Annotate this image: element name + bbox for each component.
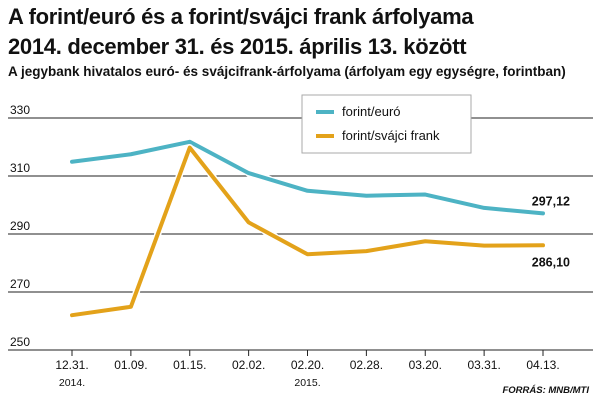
y-tick-label: 270: [10, 277, 30, 291]
data-point: [364, 249, 368, 253]
data-point: [423, 193, 427, 197]
chart-subtitle: A jegybank hivatalos euró- és svájcifran…: [8, 64, 566, 79]
grid-lines: [8, 117, 593, 351]
x-tick-label: 02.02.: [232, 358, 265, 372]
data-point: [247, 171, 251, 175]
data-point: [129, 305, 133, 309]
x-tick-label: 01.09.: [114, 358, 147, 372]
x-tick-label: 02.28.: [350, 358, 383, 372]
x-tick-label: 03.31.: [467, 358, 500, 372]
y-axis-ticks: 250 270 290 310 330: [10, 103, 30, 349]
x-tick-label: 02.20.: [291, 358, 324, 372]
y-tick-label: 290: [10, 219, 30, 233]
data-point: [541, 211, 545, 215]
data-labels: 297,12 286,10: [532, 194, 570, 269]
x-tick-label: 12.31.: [55, 358, 88, 372]
x-tick-label: 03.20.: [409, 358, 442, 372]
legend: forint/euró forint/svájci frank: [301, 94, 472, 154]
series-lines: [68, 138, 547, 319]
series-halo: [68, 144, 547, 319]
y-tick-label: 310: [10, 161, 30, 175]
x-axis-ticks: 12.31. 01.09. 01.15. 02.02. 02.20. 02.28. 03.2…: [55, 350, 560, 389]
legend-label-chf: forint/svájci frank: [342, 128, 440, 143]
data-point: [70, 160, 74, 164]
data-point: [188, 146, 192, 150]
data-point: [70, 313, 74, 317]
x-year-label: 2014.: [59, 377, 85, 389]
end-value-label: 297,12: [532, 194, 570, 208]
data-point: [306, 252, 309, 256]
y-tick-label: 330: [10, 103, 30, 117]
data-point: [129, 152, 133, 156]
data-point: [482, 206, 486, 210]
data-point: [423, 239, 427, 243]
data-point: [482, 244, 486, 248]
x-tick-label: 01.15.: [173, 358, 206, 372]
end-value-label: 286,10: [532, 255, 570, 269]
legend-box: [301, 94, 472, 154]
legend-label-euro: forint/euró: [342, 104, 401, 119]
source-note: FORRÁS: MNB/MTI: [502, 385, 589, 396]
x-tick-label: 04.13.: [526, 358, 559, 372]
data-point: [541, 243, 545, 247]
data-point: [364, 194, 368, 198]
y-tick-label: 250: [10, 335, 30, 349]
data-point: [306, 189, 309, 193]
data-point: [188, 140, 192, 144]
chart-title-line-2: 2014. december 31. és 2015. április 13. …: [8, 34, 467, 59]
data-point: [247, 220, 251, 224]
series-line-chf: [70, 145, 545, 318]
chart-title-line-1: A forint/euró és a forint/svájci frank á…: [8, 4, 474, 29]
x-year-label: 2015.: [294, 377, 320, 389]
